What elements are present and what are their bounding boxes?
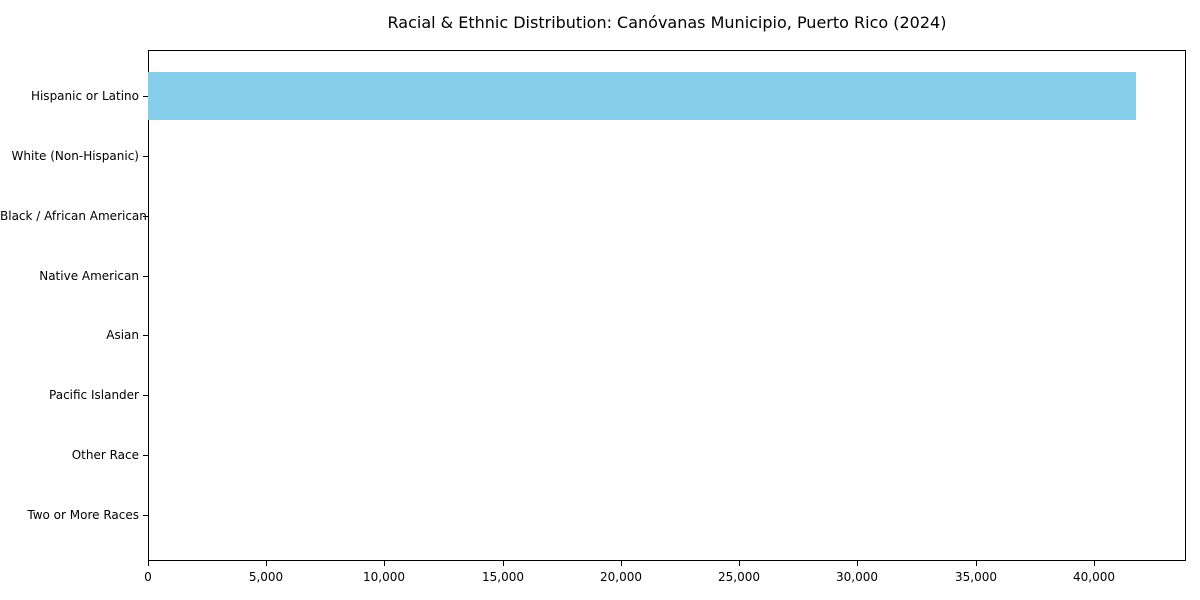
y-axis-tick xyxy=(143,515,148,516)
x-tick-label-15000: 15,000 xyxy=(482,570,524,584)
x-axis-tick xyxy=(503,561,504,566)
x-tick-label-20000: 20,000 xyxy=(600,570,642,584)
y-axis-tick xyxy=(143,335,148,336)
plot-area xyxy=(148,50,1186,561)
y-tick-label-two-or-more-races: Two or More Races xyxy=(27,508,139,522)
x-axis-tick xyxy=(148,561,149,566)
x-axis-tick xyxy=(266,561,267,566)
x-tick-label-30000: 30,000 xyxy=(836,570,878,584)
y-tick-label-other-race: Other Race xyxy=(71,448,139,462)
bar-hispanic-or-latino xyxy=(148,72,1136,120)
x-axis-tick xyxy=(1094,561,1095,566)
y-axis-tick xyxy=(143,216,148,217)
y-tick-label-white-non-hispanic: White (Non-Hispanic) xyxy=(11,149,139,163)
y-axis-tick xyxy=(143,96,148,97)
x-axis-tick xyxy=(976,561,977,566)
x-axis-tick xyxy=(384,561,385,566)
y-tick-label-native-american: Native American xyxy=(39,269,139,283)
y-axis-tick xyxy=(143,156,148,157)
y-axis-tick xyxy=(143,276,148,277)
y-axis-tick xyxy=(143,455,148,456)
x-tick-label-0: 0 xyxy=(144,570,152,584)
y-tick-label-black-african-american: Black / African American xyxy=(0,209,147,223)
x-tick-label-35000: 35,000 xyxy=(955,570,997,584)
x-tick-label-40000: 40,000 xyxy=(1073,570,1115,584)
x-tick-label-25000: 25,000 xyxy=(718,570,760,584)
x-axis-tick xyxy=(621,561,622,566)
y-axis-tick xyxy=(143,395,148,396)
x-tick-label-5000: 5,000 xyxy=(248,570,284,584)
x-axis-tick xyxy=(739,561,740,566)
chart-title: Racial & Ethnic Distribution: Canóvanas … xyxy=(387,13,947,32)
y-tick-label-pacific-islander: Pacific Islander xyxy=(49,388,139,402)
x-tick-label-10000: 10,000 xyxy=(363,570,405,584)
x-axis-tick xyxy=(857,561,858,566)
y-tick-label-asian: Asian xyxy=(106,328,139,342)
y-tick-label-hispanic-or-latino: Hispanic or Latino xyxy=(30,89,139,103)
